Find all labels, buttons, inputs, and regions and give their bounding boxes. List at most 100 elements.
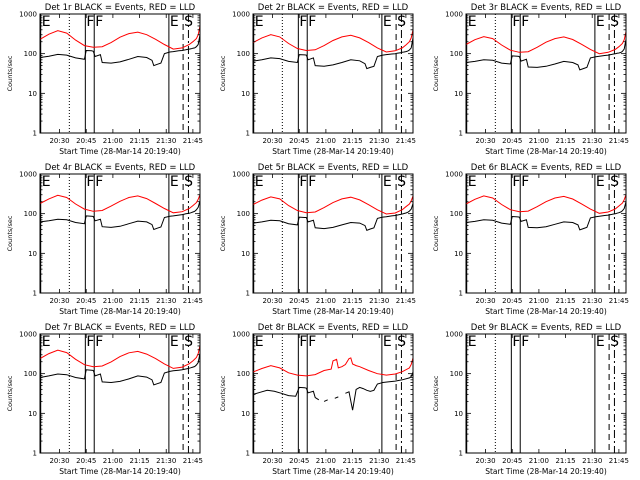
panel-6-marker-label-1: E bbox=[468, 174, 477, 190]
panel-1-ytick-label-3: 100 bbox=[24, 50, 37, 58]
panel-9-ylabel: Counts/sec bbox=[432, 375, 440, 411]
panel-8-ytick-label-4: 1000 bbox=[232, 331, 250, 339]
panel-6-ytick-label-2: 10 bbox=[454, 250, 463, 258]
panel-2-series-1 bbox=[252, 37, 414, 70]
panel-7-series-2 bbox=[39, 345, 201, 369]
panel-2-xtick-label-5: 21:30 bbox=[369, 137, 389, 145]
panel-7-xtick-label-6: 21:45 bbox=[183, 457, 203, 465]
panel-5-frame bbox=[252, 173, 414, 294]
panel-9-marker-label-5: E bbox=[596, 334, 605, 350]
panel-8-marker-label-5: E bbox=[383, 334, 392, 350]
panel-7-ytick-label-2: 10 bbox=[28, 410, 37, 418]
panel-2-marker-label-4: F bbox=[308, 14, 316, 30]
panel-6-series-1 bbox=[465, 201, 627, 231]
panel-1-marker-label-3: F bbox=[86, 14, 94, 30]
panel-7-xtick-label-2: 20:45 bbox=[76, 457, 96, 465]
panel-5-marker-label-5: E bbox=[383, 174, 392, 190]
panel-9-ytick-label-1: 1 bbox=[459, 450, 463, 458]
panel-2-ytick-label-3: 100 bbox=[237, 50, 250, 58]
panel-4-xtick-label-1: 20:30 bbox=[49, 297, 69, 305]
panel-5-xtick-label-3: 21:00 bbox=[316, 297, 336, 305]
panel-7-xlabel: Start Time (28-Mar-14 20:19:40) bbox=[59, 467, 181, 476]
panel-1-frame bbox=[39, 13, 201, 134]
panel-7-xtick-label-3: 21:00 bbox=[103, 457, 123, 465]
panel-9-xtick-label-1: 20:30 bbox=[475, 457, 495, 465]
panel-1-ytick-label-1: 1 bbox=[33, 130, 37, 138]
panel-5-ytick-label-4: 1000 bbox=[232, 171, 250, 179]
chart-panel-7: Det 7r BLACK = Events, RED = LLD Counts/s… bbox=[6, 323, 203, 476]
panel-7-marker-label-1: E bbox=[42, 334, 51, 350]
panel-5-xtick-label-1: 20:30 bbox=[262, 297, 282, 305]
panel-4-marker-label-5: E bbox=[170, 174, 179, 190]
panel-8-series-1 bbox=[252, 371, 414, 411]
panel-3-marker-label-3: F bbox=[512, 14, 520, 30]
panel-1-xtick-label-6: 21:45 bbox=[183, 137, 203, 145]
panel-2-xtick-label-1: 20:30 bbox=[262, 137, 282, 145]
panel-2-ylabel: Counts/sec bbox=[219, 55, 227, 91]
panel-9-xtick-label-3: 21:00 bbox=[529, 457, 549, 465]
panel-3-xtick-label-6: 21:45 bbox=[609, 137, 629, 145]
panel-5-xtick-label-4: 21:15 bbox=[342, 297, 362, 305]
panel-6-xtick-label-5: 21:30 bbox=[582, 297, 602, 305]
chart-panel-4: Det 4r BLACK = Events, RED = LLD Counts/s… bbox=[6, 163, 203, 316]
panel-6-marker-label-4: F bbox=[521, 174, 529, 190]
panel-5-marker-label-1: E bbox=[255, 174, 264, 190]
panel-6-xtick-label-3: 21:00 bbox=[529, 297, 549, 305]
panel-9-title: Det 9r BLACK = Events, RED = LLD bbox=[471, 323, 622, 333]
panel-3-ytick-label-4: 1000 bbox=[445, 11, 463, 19]
panel-7-xtick-label-4: 21:15 bbox=[129, 457, 149, 465]
panel-6-title: Det 6r BLACK = Events, RED = LLD bbox=[471, 163, 622, 173]
chart-panel-6: Det 6r BLACK = Events, RED = LLD Counts/s… bbox=[432, 163, 629, 316]
panel-3-marker-label-4: F bbox=[521, 14, 529, 30]
panel-1-series-2 bbox=[39, 25, 201, 50]
panel-3-xtick-label-2: 20:45 bbox=[502, 137, 522, 145]
panel-4-xtick-label-6: 21:45 bbox=[183, 297, 203, 305]
panel-3-ytick-label-1: 1 bbox=[459, 130, 463, 138]
panel-2-xtick-label-6: 21:45 bbox=[396, 137, 416, 145]
panel-7-marker-label-3: F bbox=[86, 334, 94, 350]
panel-6-xtick-label-1: 20:30 bbox=[475, 297, 495, 305]
panel-9-ytick-label-4: 1000 bbox=[445, 331, 463, 339]
panel-6-xtick-label-4: 21:15 bbox=[555, 297, 575, 305]
panel-2-ytick-label-2: 10 bbox=[241, 90, 250, 98]
panel-8-xtick-label-5: 21:30 bbox=[369, 457, 389, 465]
panel-2-ytick-label-1: 1 bbox=[246, 130, 250, 138]
panel-9-xtick-label-4: 21:15 bbox=[555, 457, 575, 465]
panel-8-ytick-label-3: 100 bbox=[237, 370, 250, 378]
panel-7-xtick-label-5: 21:30 bbox=[156, 457, 176, 465]
panel-5-series-2 bbox=[252, 195, 414, 215]
panel-3-marker-label-5: E bbox=[596, 14, 605, 30]
panel-5-ylabel: Counts/sec bbox=[219, 215, 227, 251]
panel-3-ylabel: Counts/sec bbox=[432, 55, 440, 91]
panel-4-xtick-label-4: 21:15 bbox=[129, 297, 149, 305]
panel-1-xtick-label-5: 21:30 bbox=[156, 137, 176, 145]
panel-4-xtick-label-5: 21:30 bbox=[156, 297, 176, 305]
panel-8-series-2 bbox=[252, 357, 414, 377]
panel-4-xtick-label-2: 20:45 bbox=[76, 297, 96, 305]
panel-7-title: Det 7r BLACK = Events, RED = LLD bbox=[45, 323, 196, 333]
chart-panel-1: Det 1r BLACK = Events, RED = LLD Counts/s… bbox=[6, 3, 203, 156]
panel-5-ytick-label-1: 1 bbox=[246, 290, 250, 298]
chart-panel-9: Det 9r BLACK = Events, RED = LLD Counts/s… bbox=[432, 323, 629, 476]
panel-4-ytick-label-2: 10 bbox=[28, 250, 37, 258]
panel-6-xtick-label-6: 21:45 bbox=[609, 297, 629, 305]
panel-8-ytick-label-2: 10 bbox=[241, 410, 250, 418]
panel-5-xlabel: Start Time (28-Mar-14 20:19:40) bbox=[272, 307, 394, 316]
chart-panel-3: Det 3r BLACK = Events, RED = LLD Counts/s… bbox=[432, 3, 629, 156]
panel-2-marker-label-3: F bbox=[299, 14, 307, 30]
panel-1-marker-label-1: E bbox=[42, 14, 51, 30]
panel-8-ytick-label-1: 1 bbox=[246, 450, 250, 458]
panel-6-xtick-label-2: 20:45 bbox=[502, 297, 522, 305]
panel-6-ytick-label-4: 1000 bbox=[445, 171, 463, 179]
panel-9-xtick-label-5: 21:30 bbox=[582, 457, 602, 465]
panel-9-xlabel: Start Time (28-Mar-14 20:19:40) bbox=[485, 467, 607, 476]
panel-2-xtick-label-2: 20:45 bbox=[289, 137, 309, 145]
panel-7-frame bbox=[39, 333, 201, 454]
panel-2-xlabel: Start Time (28-Mar-14 20:19:40) bbox=[272, 147, 394, 156]
panel-5-xtick-label-5: 21:30 bbox=[369, 297, 389, 305]
panel-8-marker-label-1: E bbox=[255, 334, 264, 350]
panel-1-xtick-label-4: 21:15 bbox=[129, 137, 149, 145]
panel-8-frame bbox=[252, 333, 414, 454]
panel-6-ytick-label-1: 1 bbox=[459, 290, 463, 298]
